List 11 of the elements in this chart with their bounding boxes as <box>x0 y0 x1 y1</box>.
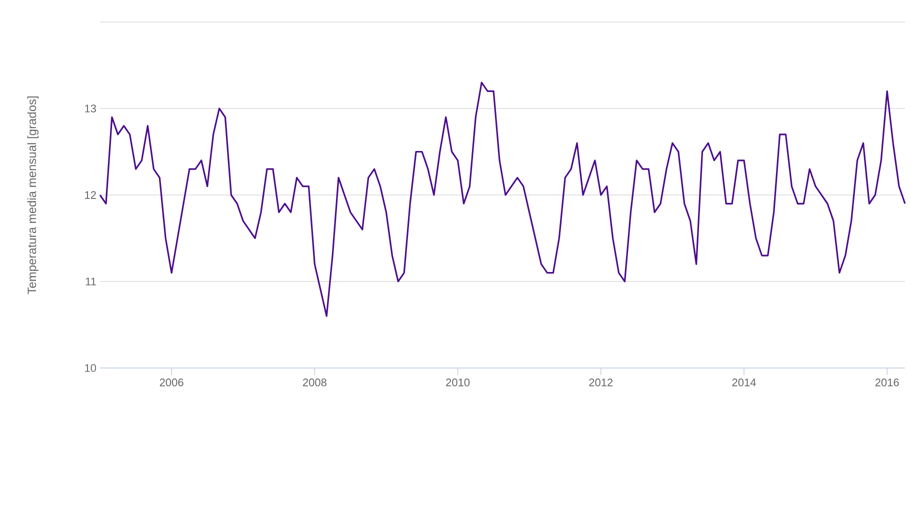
y-tick-label: 13 <box>85 104 96 112</box>
x-tick-label: 2014 <box>732 378 756 386</box>
x-tick-label: 2016 <box>875 378 899 386</box>
x-tick-label: 2010 <box>446 378 470 386</box>
y-tick-label: 10 <box>85 364 96 372</box>
x-tick-label: 2012 <box>589 378 613 386</box>
y-tick-label: 11 <box>86 278 96 286</box>
x-tick-label: 2006 <box>160 378 184 386</box>
x-tick-label: 2008 <box>302 378 326 386</box>
y-axis-title: Temperatura media mensual [grados] <box>27 96 39 294</box>
y-tick-label: 12 <box>85 191 96 199</box>
